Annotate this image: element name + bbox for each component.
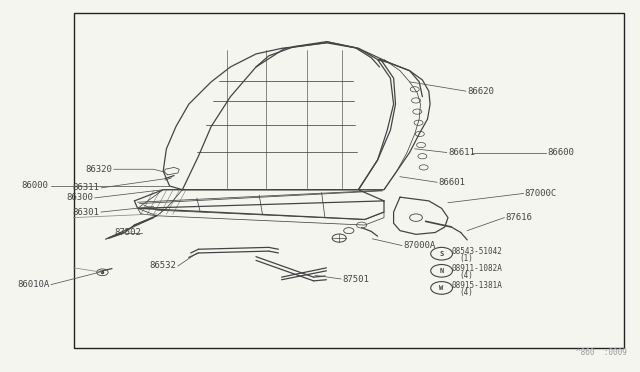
Text: 08543-51042: 08543-51042 [452, 247, 502, 256]
Text: 86300: 86300 [66, 193, 93, 202]
Text: 08911-1082A: 08911-1082A [452, 264, 502, 273]
Text: 86301: 86301 [72, 208, 99, 217]
Text: 87502: 87502 [114, 228, 141, 237]
Text: 86601: 86601 [438, 178, 465, 187]
Bar [74, 13, 624, 348]
Text: (1): (1) [460, 254, 474, 263]
Text: 86320: 86320 [85, 165, 112, 174]
Text: (4): (4) [460, 288, 474, 297]
Text: (4): (4) [460, 271, 474, 280]
Text: ^860  :0009: ^860 :0009 [577, 348, 627, 357]
Text: 87000C: 87000C [525, 189, 557, 198]
Text: S: S [440, 251, 444, 257]
Text: 87616: 87616 [506, 213, 532, 222]
Text: 86611: 86611 [448, 148, 475, 157]
Text: 08915-1381A: 08915-1381A [452, 281, 502, 290]
Text: 86010A: 86010A [18, 280, 50, 289]
Text: W: W [440, 285, 444, 291]
Text: 86000: 86000 [21, 182, 48, 190]
Text: 86600: 86600 [547, 148, 574, 157]
Text: 86620: 86620 [467, 87, 494, 96]
Text: 87000A: 87000A [403, 241, 435, 250]
Text: N: N [440, 268, 444, 274]
Text: 86311: 86311 [72, 183, 99, 192]
Text: 87501: 87501 [342, 275, 369, 283]
Text: 86532: 86532 [149, 262, 176, 270]
